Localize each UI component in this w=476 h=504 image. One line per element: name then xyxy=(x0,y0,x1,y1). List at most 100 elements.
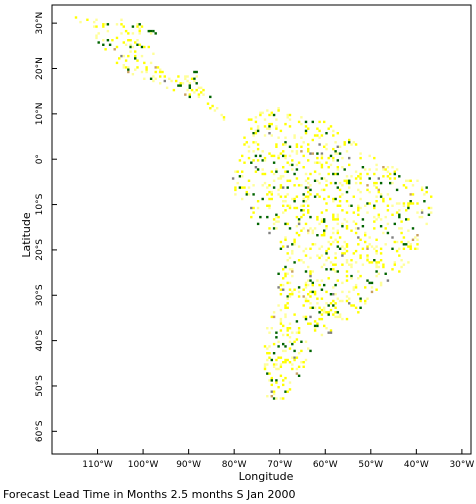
forecast-cell xyxy=(211,104,214,108)
forecast-cell xyxy=(338,247,342,250)
forecast-cell xyxy=(143,45,146,49)
forecast-cell xyxy=(279,322,283,325)
forecast-cell xyxy=(120,23,123,26)
forecast-cell xyxy=(268,227,271,230)
forecast-cell xyxy=(323,229,326,232)
lat-tick-label: 0° xyxy=(35,154,45,164)
forecast-cell xyxy=(318,195,321,198)
forecast-cell xyxy=(143,61,146,65)
forecast-cell xyxy=(311,306,314,309)
forecast-cell xyxy=(252,141,255,144)
forecast-cell xyxy=(293,200,296,203)
forecast-cell xyxy=(323,308,326,312)
forecast-cell xyxy=(122,54,125,58)
forecast-cell xyxy=(338,204,342,207)
forecast-cell xyxy=(286,358,289,362)
forecast-cell xyxy=(284,222,287,226)
forecast-cell xyxy=(420,215,424,219)
lon-tick-label: 100°W xyxy=(128,460,159,470)
forecast-cell xyxy=(420,209,424,212)
forecast-cell xyxy=(398,247,401,250)
forecast-cell xyxy=(332,172,335,176)
forecast-cell xyxy=(336,245,339,248)
forecast-cell xyxy=(247,118,251,121)
forecast-cell xyxy=(338,152,342,155)
forecast-cell xyxy=(266,352,269,355)
forecast-cell xyxy=(286,390,289,393)
forecast-cell xyxy=(336,270,339,273)
forecast-cell xyxy=(402,247,406,250)
forecast-cell xyxy=(307,177,310,180)
forecast-cell xyxy=(79,20,82,24)
forecast-cell xyxy=(307,322,310,325)
forecast-cell xyxy=(398,202,401,205)
forecast-cell xyxy=(375,181,378,185)
forecast-cell xyxy=(373,172,376,176)
forecast-cell xyxy=(343,218,346,221)
forecast-cell xyxy=(336,229,339,232)
forecast-cell xyxy=(307,231,310,235)
forecast-cell xyxy=(345,211,349,214)
forecast-cell xyxy=(284,143,287,146)
forecast-cell xyxy=(373,156,376,160)
forecast-cell xyxy=(379,252,383,255)
forecast-cell xyxy=(334,270,337,273)
forecast-cell xyxy=(302,204,305,207)
forecast-cell xyxy=(272,113,276,117)
forecast-cell xyxy=(195,70,198,74)
forecast-cell xyxy=(86,18,89,21)
forecast-cell xyxy=(263,365,267,368)
forecast-cell xyxy=(259,154,262,158)
forecast-cell xyxy=(302,315,305,319)
forecast-cell xyxy=(316,193,319,196)
forecast-cell xyxy=(307,229,310,232)
forecast-cell xyxy=(282,204,285,207)
forecast-cell xyxy=(186,88,189,92)
forecast-cell xyxy=(222,116,226,119)
forecast-cell xyxy=(311,231,314,235)
forecast-cell xyxy=(286,161,289,164)
forecast-cell xyxy=(377,177,380,180)
forecast-cell xyxy=(295,143,299,146)
forecast-cell xyxy=(291,356,294,359)
forecast-cell xyxy=(284,156,287,160)
forecast-cell xyxy=(329,125,333,128)
forecast-cell xyxy=(282,342,285,346)
forecast-cell xyxy=(311,281,314,285)
forecast-cell xyxy=(291,367,294,371)
forecast-cell xyxy=(345,299,349,303)
forecast-cell xyxy=(327,247,330,250)
forecast-cell xyxy=(332,227,335,230)
forecast-cell xyxy=(270,327,273,330)
forecast-cell xyxy=(279,186,283,189)
forecast-cell xyxy=(350,274,353,278)
forecast-cell xyxy=(375,261,378,264)
forecast-cell xyxy=(297,220,301,223)
forecast-cell xyxy=(270,383,273,387)
forecast-cell xyxy=(359,177,362,180)
forecast-cell xyxy=(95,18,98,21)
forecast-cell xyxy=(375,168,378,171)
forecast-cell xyxy=(266,186,269,189)
forecast-cell xyxy=(357,204,360,207)
forecast-cell xyxy=(277,340,280,343)
forecast-cell xyxy=(409,245,412,248)
forecast-cell xyxy=(366,211,369,214)
forecast-cell xyxy=(375,263,378,266)
forecast-cell xyxy=(122,25,125,28)
forecast-cell xyxy=(149,32,153,35)
forecast-cell xyxy=(159,82,162,85)
forecast-cell xyxy=(327,172,330,176)
forecast-cell xyxy=(382,168,385,171)
forecast-cell xyxy=(291,163,294,167)
forecast-cell xyxy=(366,172,369,176)
forecast-cell xyxy=(152,79,155,83)
forecast-cell xyxy=(411,227,415,230)
lon-tick-label: 30°W xyxy=(449,460,474,470)
forecast-cell xyxy=(286,327,289,330)
forecast-cell xyxy=(345,220,349,223)
forecast-cell xyxy=(341,193,344,196)
forecast-cell xyxy=(320,308,324,312)
forecast-cell xyxy=(252,184,255,187)
forecast-cell xyxy=(323,231,326,235)
